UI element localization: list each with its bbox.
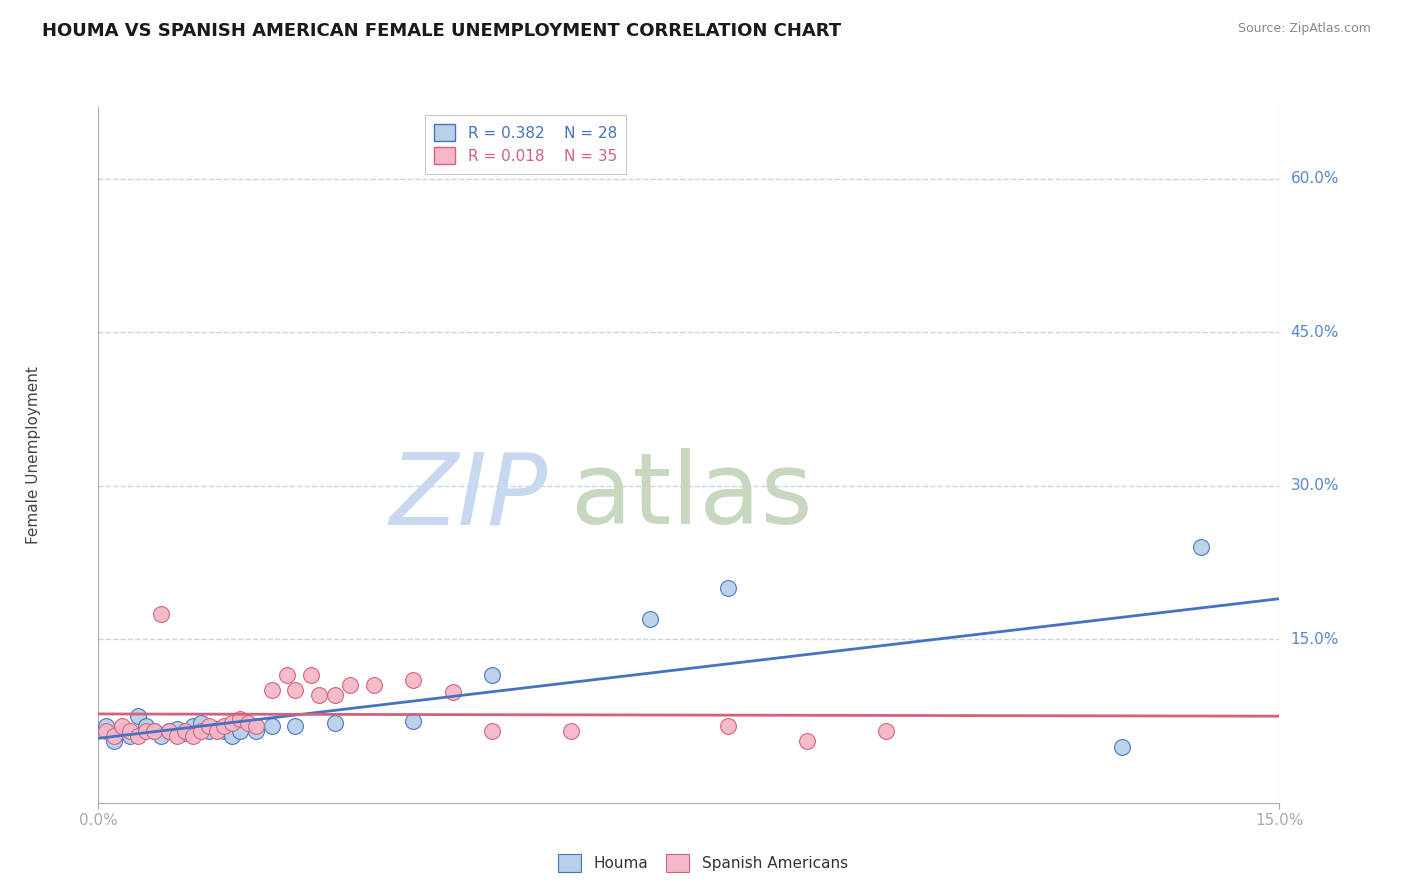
Point: [1189, 540, 1212, 554]
Text: ZIP: ZIP: [389, 448, 547, 545]
Point: [284, 719, 307, 733]
Point: [135, 719, 157, 733]
Point: [150, 729, 173, 743]
Point: [214, 719, 236, 733]
Point: [402, 673, 425, 687]
Point: [111, 719, 134, 733]
Text: atlas: atlas: [571, 448, 813, 545]
Text: 60.0%: 60.0%: [1291, 171, 1339, 186]
Point: [299, 668, 322, 682]
Point: [181, 719, 204, 733]
Text: HOUMA VS SPANISH AMERICAN FEMALE UNEMPLOYMENT CORRELATION CHART: HOUMA VS SPANISH AMERICAN FEMALE UNEMPLO…: [42, 22, 841, 40]
Text: Female Unemployment: Female Unemployment: [25, 366, 41, 544]
Point: [142, 724, 165, 739]
Point: [181, 729, 204, 743]
Point: [174, 726, 197, 740]
Point: [197, 724, 219, 739]
Point: [214, 724, 236, 739]
Point: [166, 722, 188, 736]
Text: Source: ZipAtlas.com: Source: ZipAtlas.com: [1237, 22, 1371, 36]
Point: [339, 678, 361, 692]
Point: [127, 729, 149, 743]
Point: [363, 678, 385, 692]
Point: [441, 685, 464, 699]
Point: [96, 719, 118, 733]
Point: [308, 689, 330, 703]
Point: [197, 719, 219, 733]
Point: [260, 683, 283, 698]
Legend: Houma, Spanish Americans: Houma, Spanish Americans: [551, 846, 855, 880]
Point: [205, 722, 228, 736]
Point: [717, 581, 740, 595]
Point: [205, 724, 228, 739]
Point: [875, 724, 897, 739]
Point: [118, 724, 141, 739]
Point: [260, 719, 283, 733]
Text: 30.0%: 30.0%: [1291, 478, 1339, 493]
Point: [284, 683, 307, 698]
Point: [118, 729, 141, 743]
Point: [1111, 739, 1133, 754]
Point: [190, 716, 212, 731]
Point: [236, 716, 259, 731]
Point: [638, 612, 661, 626]
Point: [229, 724, 252, 739]
Point: [142, 724, 165, 739]
Point: [174, 724, 197, 739]
Point: [276, 668, 298, 682]
Point: [111, 724, 134, 739]
Point: [323, 689, 346, 703]
Text: 15.0%: 15.0%: [1291, 632, 1339, 647]
Point: [481, 724, 503, 739]
Point: [190, 724, 212, 739]
Point: [96, 724, 118, 739]
Point: [166, 729, 188, 743]
Point: [402, 714, 425, 728]
Point: [135, 724, 157, 739]
Point: [221, 716, 243, 731]
Point: [150, 607, 173, 621]
Point: [103, 734, 125, 748]
Point: [229, 712, 252, 726]
Point: [323, 716, 346, 731]
Legend: R = 0.382    N = 28, R = 0.018    N = 35: R = 0.382 N = 28, R = 0.018 N = 35: [425, 115, 626, 174]
Point: [127, 708, 149, 723]
Point: [103, 729, 125, 743]
Point: [221, 729, 243, 743]
Point: [481, 668, 503, 682]
Text: 45.0%: 45.0%: [1291, 325, 1339, 340]
Point: [560, 724, 582, 739]
Point: [157, 724, 180, 739]
Point: [796, 734, 818, 748]
Point: [245, 724, 267, 739]
Point: [245, 719, 267, 733]
Point: [717, 719, 740, 733]
Point: [157, 724, 180, 739]
